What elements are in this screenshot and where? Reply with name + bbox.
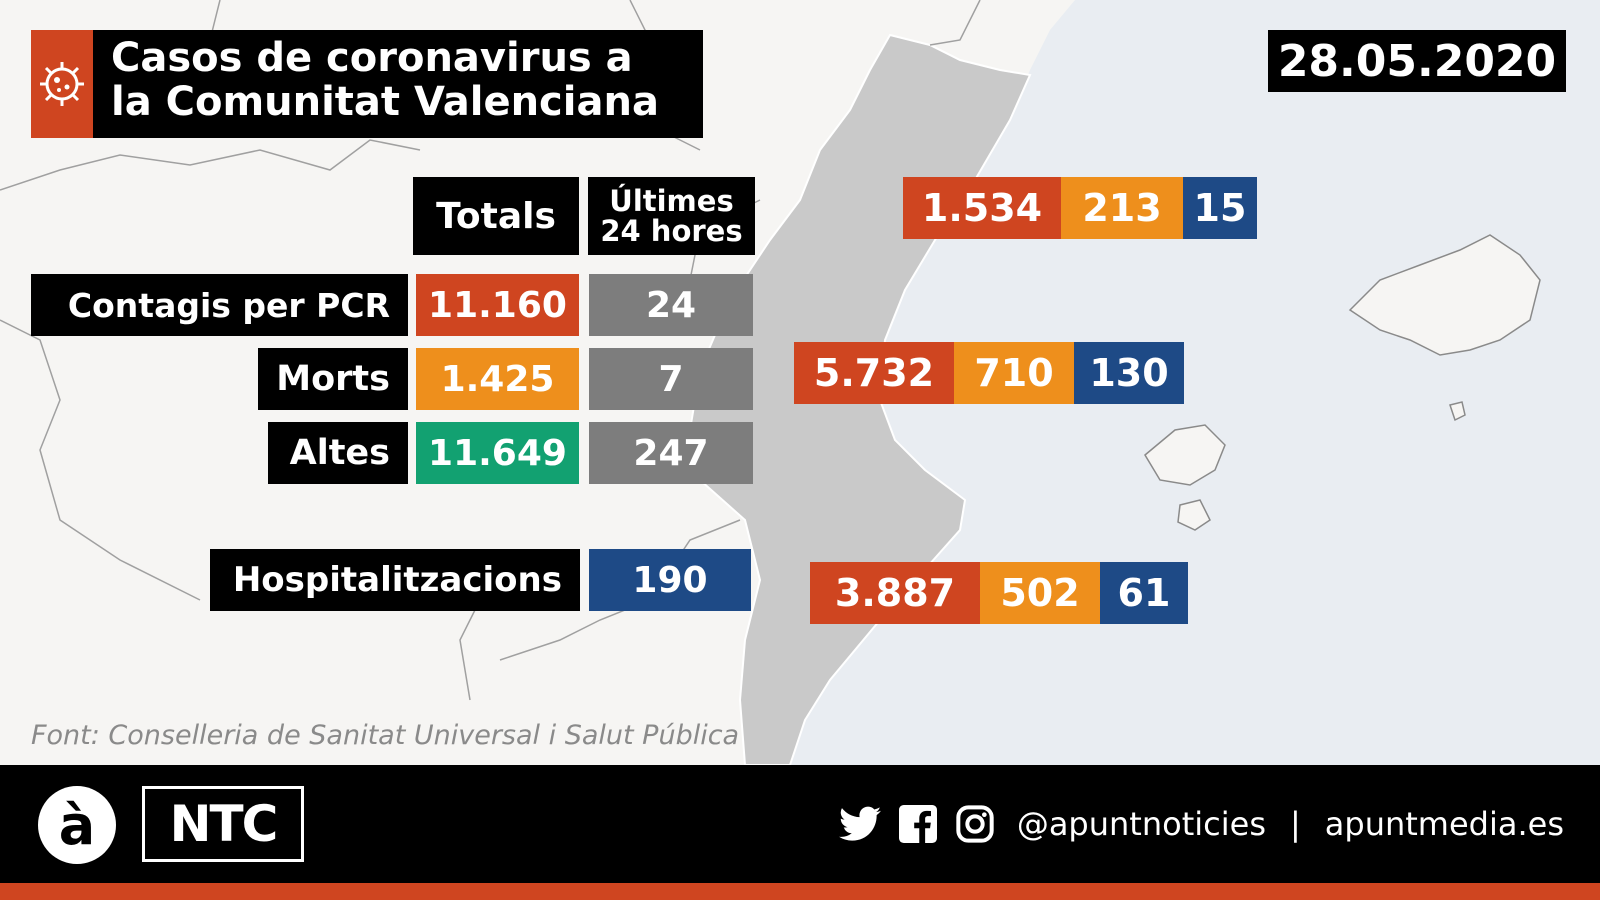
province-1-v1: 1.534 [903, 177, 1061, 239]
header-totals: Totals [413, 177, 579, 255]
twitter-icon[interactable] [838, 806, 881, 842]
row-last24-morts: 7 [589, 348, 753, 410]
province-3-v3: 61 [1100, 562, 1188, 624]
footer-accent-strip [0, 883, 1600, 900]
province-1-v3: 15 [1183, 177, 1257, 239]
small-island [1449, 401, 1466, 422]
province-3-v1: 3.887 [810, 562, 980, 624]
hospital-label: Hospitalitzacions [210, 549, 580, 611]
mallorca-island [1348, 234, 1541, 356]
page-title: Casos de coronavirus a la Comunitat Vale… [93, 30, 703, 138]
province-2-v2: 710 [954, 342, 1074, 404]
hospital-value: 190 [589, 549, 751, 611]
row-last24-altes: 247 [589, 422, 753, 484]
province-1-v2: 213 [1061, 177, 1183, 239]
row-label-morts: Morts [258, 348, 408, 410]
apunt-logo[interactable]: à [38, 786, 116, 864]
footer-separator: | [1289, 805, 1301, 843]
header-last24-line1: Últimes [609, 184, 734, 218]
province-2-v1: 5.732 [794, 342, 954, 404]
website-link[interactable]: apuntmedia.es [1324, 805, 1564, 843]
social-links: @apuntnoticies | apuntmedia.es [838, 796, 1564, 852]
row-total-contagis: 11.160 [416, 274, 579, 336]
header-last24-line2: 24 hores [600, 214, 743, 248]
header-last24: Últimes 24 hores [588, 177, 755, 255]
title-line-2: la Comunitat Valenciana [111, 79, 659, 125]
source-note: Font: Conselleria de Sanitat Universal i… [31, 720, 740, 751]
instagram-icon[interactable] [955, 804, 995, 844]
row-label-contagis: Contagis per PCR [31, 274, 408, 336]
formentera-island [1177, 499, 1211, 531]
virus-icon [40, 62, 84, 106]
title-line-1: Casos de coronavirus a [111, 35, 633, 81]
row-label-altes: Altes [268, 422, 408, 484]
ntc-logo[interactable]: NTC [142, 786, 304, 862]
province-2-v3: 130 [1074, 342, 1184, 404]
date-badge: 28.05.2020 [1268, 30, 1566, 92]
province-3-v2: 502 [980, 562, 1100, 624]
row-total-morts: 1.425 [416, 348, 579, 410]
facebook-icon[interactable] [898, 805, 937, 843]
row-last24-contagis: 24 [589, 274, 753, 336]
footer-bar [0, 765, 1600, 883]
twitter-handle[interactable]: @apuntnoticies [1016, 805, 1266, 843]
row-total-altes: 11.649 [416, 422, 579, 484]
ibiza-island [1144, 424, 1226, 486]
title-icon-box [31, 30, 93, 138]
